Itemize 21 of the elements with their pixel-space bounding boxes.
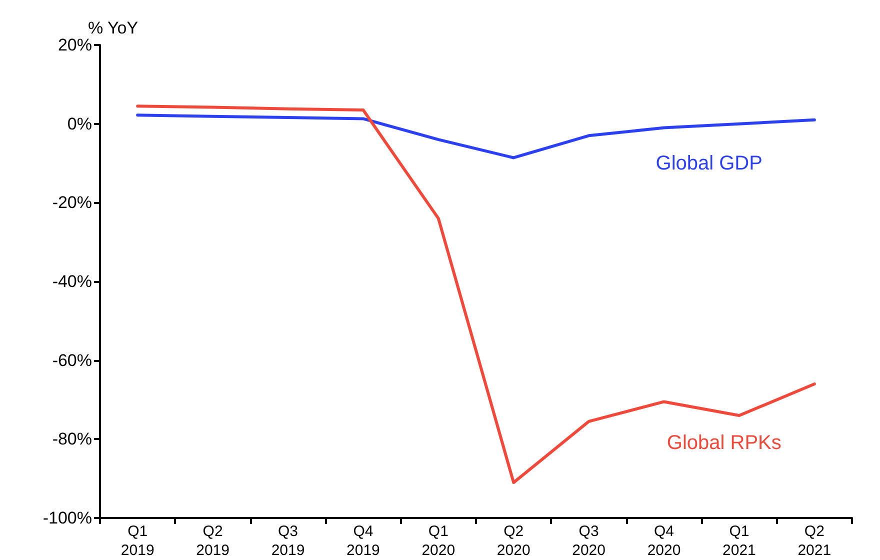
x-tick-label: Q4 2019 <box>346 523 380 559</box>
y-axis-title: % YoY <box>88 18 138 38</box>
series-label: Global RPKs <box>666 432 782 454</box>
x-tick-label: Q3 2019 <box>271 523 305 559</box>
y-tick-label: -60% <box>52 350 92 370</box>
x-tick-label: Q2 2021 <box>798 523 832 559</box>
y-tick-label: -80% <box>52 430 92 449</box>
line-series <box>136 104 816 484</box>
y-tick-label: -40% <box>52 272 92 291</box>
y-tick-label: 0% <box>67 114 92 134</box>
y-tick-label: -20% <box>52 193 92 212</box>
x-tick-label: Q1 2021 <box>722 523 756 559</box>
x-tick-label: Q1 2020 <box>422 523 456 559</box>
y-tick-label: -100% <box>42 508 92 528</box>
x-tick-label: Q1 2019 <box>120 523 154 559</box>
series-label: Global GDP <box>656 152 762 174</box>
x-tick-label: Q2 2019 <box>196 523 230 559</box>
x-tick-label: Q3 2020 <box>572 523 606 559</box>
x-tick-label: Q2 2020 <box>496 523 530 559</box>
x-tick-label: Q4 2020 <box>647 523 681 559</box>
y-tick-label: 20% <box>58 36 92 54</box>
